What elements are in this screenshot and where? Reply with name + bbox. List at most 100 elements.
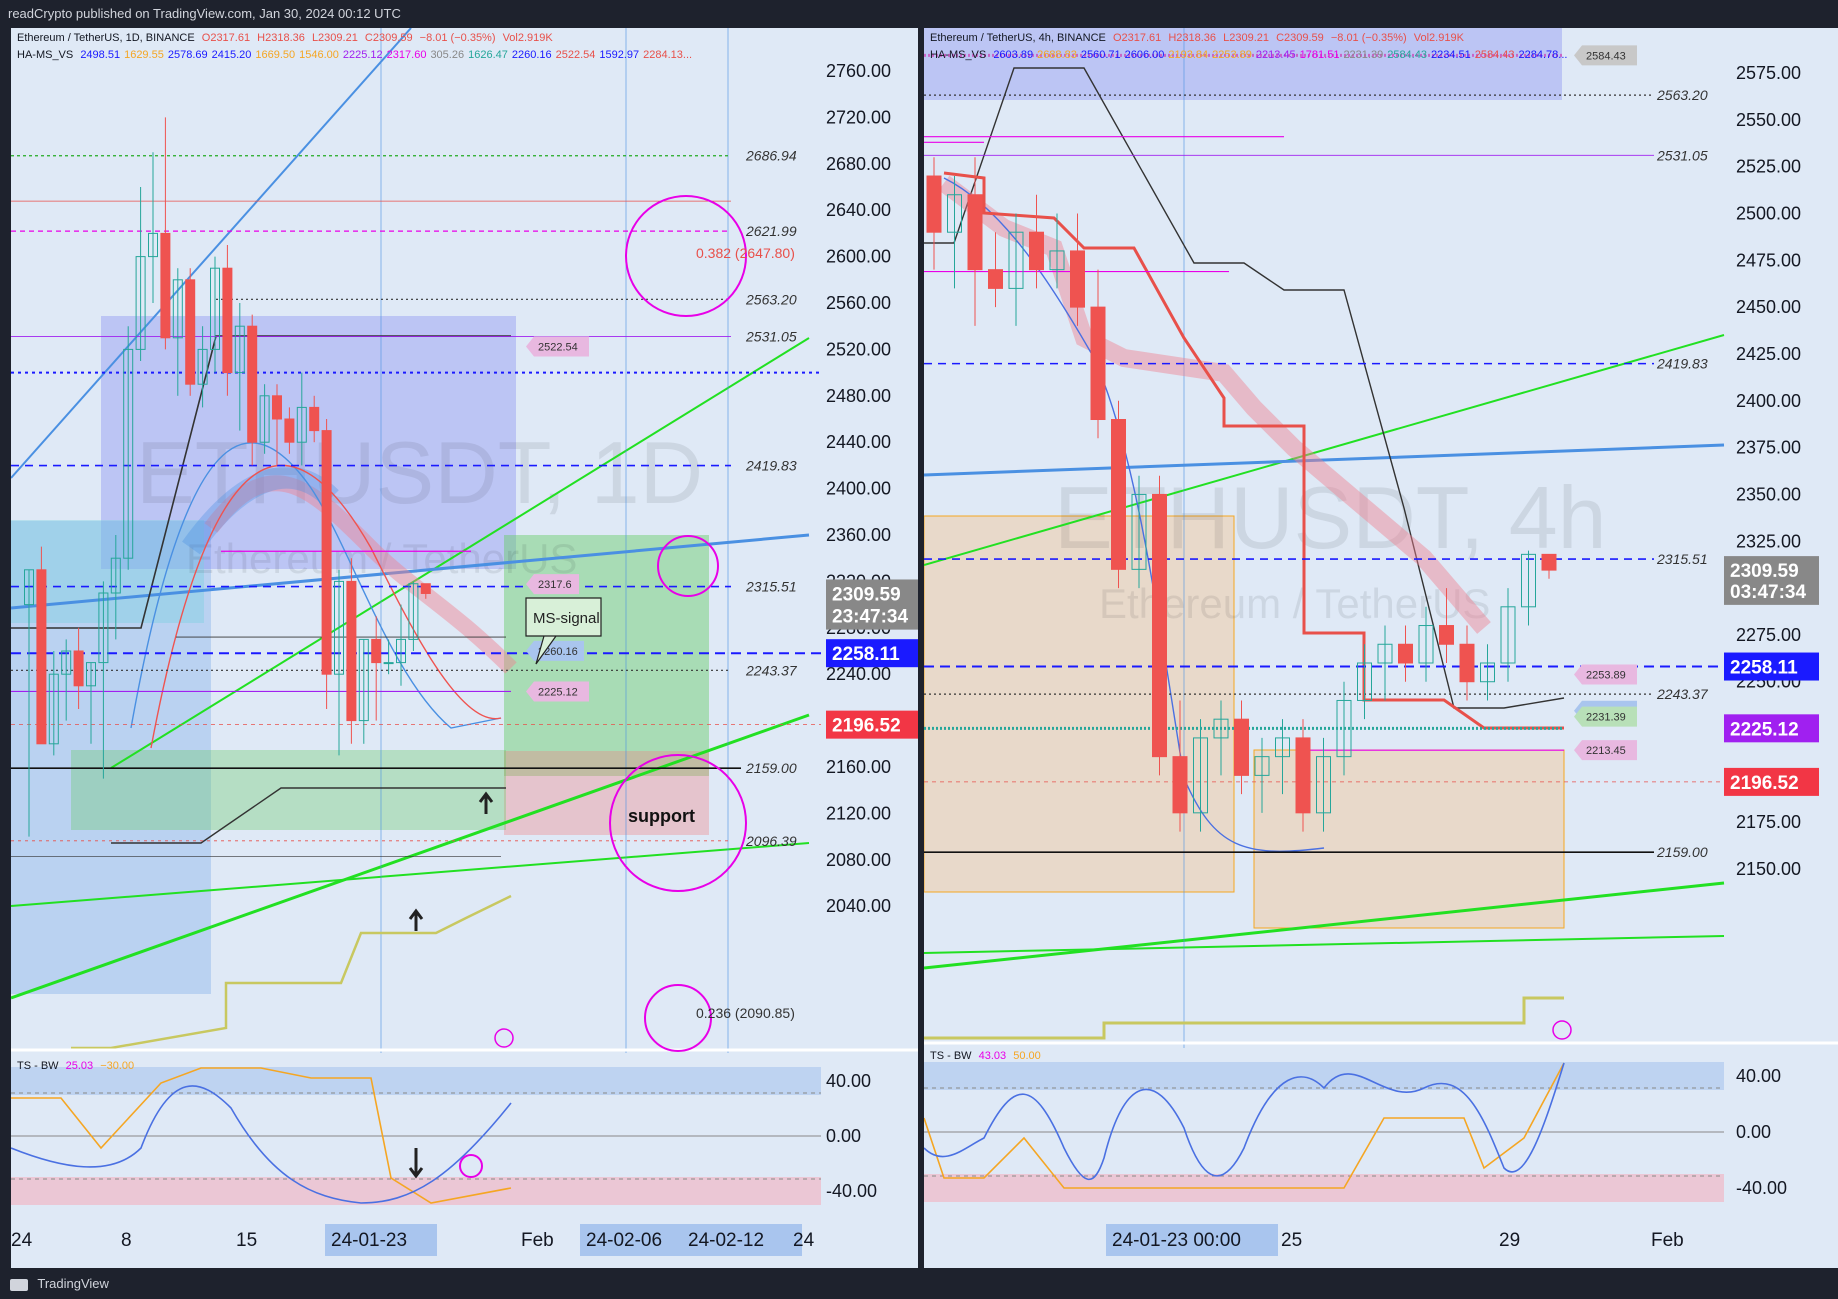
price-axis-label: 2325.00 — [1736, 531, 1801, 551]
candle-body — [148, 232, 158, 258]
price-axis-label: 2520.00 — [826, 339, 891, 359]
trend-line-green — [924, 935, 1725, 954]
legend-high: H2318.36 — [1168, 32, 1217, 44]
candle-body — [1316, 756, 1331, 814]
down-arrow-icon — [408, 1148, 424, 1179]
legend-volume: Vol2.919K — [502, 32, 553, 44]
indicator-value: 2606.00 — [1124, 49, 1165, 61]
legend-indicator-1d: HA-MS_VS 2498.51 1629.55 2578.69 2415.20 166… — [17, 49, 696, 61]
candle-body — [1521, 553, 1536, 608]
candle-body — [1377, 643, 1393, 664]
candle-body — [1172, 756, 1188, 814]
candle-body — [135, 256, 146, 350]
callout-box — [525, 597, 602, 665]
price-axis-label: 2440.00 — [826, 432, 891, 452]
highlight-circle — [644, 984, 712, 1052]
price-tag-text: 2225.12 — [1730, 719, 1799, 740]
price-tag — [1724, 652, 1819, 681]
price-axis-label: 2425.00 — [1736, 344, 1801, 364]
range-zone — [924, 28, 1562, 100]
trend-line-green — [924, 334, 1725, 566]
candle-body — [259, 395, 270, 443]
legend-symbol: Ethereum / TetherUS, 1D, BINANCE — [17, 32, 195, 44]
time-axis-label: 29 — [1499, 1230, 1520, 1251]
candle-body — [1500, 606, 1516, 664]
value-chip-text: 2584.43 — [1586, 50, 1626, 62]
level-label: 2419.83 — [745, 458, 797, 474]
candle-body — [408, 583, 419, 640]
fib-label: 0.382 (2647.80) — [696, 245, 795, 261]
lightning-icon — [494, 1028, 514, 1048]
candle-body — [98, 592, 109, 664]
osc-overbought-zone — [924, 1062, 1724, 1090]
chart-panel-1d[interactable]: ETHUSDT, 1D Ethereum / TetherUS 2040.00 208… — [11, 28, 918, 1268]
value-chip — [1574, 706, 1637, 727]
legend-symbol: Ethereum / TetherUS, 4h, BINANCE — [930, 32, 1106, 44]
indicator-name: HA-MS_VS — [17, 49, 74, 61]
indicator-value: 2284.78... — [1518, 49, 1568, 61]
indicator-value: 2603.89 — [993, 49, 1034, 61]
time-axis-label: 24-01-23 00:00 — [1112, 1230, 1241, 1251]
level-label: 2243.37 — [1656, 686, 1709, 702]
candle-body — [1418, 625, 1434, 664]
value-chip-text: 2260.16 — [538, 646, 578, 658]
trend-line-green — [110, 337, 810, 769]
candle-body — [73, 650, 84, 687]
candle-body — [1480, 662, 1495, 683]
candle-body — [222, 267, 233, 374]
candle-body — [1008, 231, 1024, 289]
highlight-circle — [657, 535, 719, 597]
price-axis-label: 2475.00 — [1736, 250, 1801, 270]
candle-body — [309, 406, 320, 432]
candle-body — [172, 279, 183, 339]
osc-value-1: 43.03 — [978, 1050, 1007, 1062]
time-axis-label: 24-02-12 — [688, 1230, 764, 1251]
legend-oscillator-1d: TS - BW 25.03 −30.00 — [17, 1060, 138, 1072]
candle-body — [1254, 756, 1270, 776]
price-tag-text: 03:47:34 — [1730, 582, 1806, 603]
time-axis-label: 24 — [793, 1230, 815, 1251]
price-axis-label: 2400.00 — [826, 479, 891, 499]
ms-line — [11, 335, 511, 629]
price-tag — [1724, 576, 1819, 605]
callout-text: MS-signal — [533, 610, 600, 627]
time-axis-label: 24-02-06 — [586, 1230, 662, 1251]
candle-body — [396, 638, 406, 664]
osc-axis-label: -40.00 — [1736, 1178, 1787, 1198]
footer-brand: TradingView — [37, 1276, 109, 1291]
candle-body — [185, 279, 196, 385]
candle-body — [197, 348, 208, 385]
range-zone — [101, 316, 516, 569]
candle-body — [123, 348, 134, 559]
legend-oscillator-4h: TS - BW 43.03 50.00 — [930, 1050, 1045, 1062]
level-label: 2159.00 — [745, 760, 797, 776]
candle-body — [1234, 718, 1249, 776]
candle-body — [383, 662, 394, 665]
publisher-bar: readCrypto published on TradingView.com,… — [0, 0, 1838, 28]
indicator-value: 2578.69 — [167, 49, 208, 61]
candle-body — [346, 580, 357, 722]
level-label: 2096.39 — [745, 833, 797, 849]
level-label: 2419.83 — [1656, 356, 1708, 372]
candle-body — [1029, 231, 1044, 271]
legend-main-4h: Ethereum / TetherUS, 4h, BINANCE O2317.6… — [930, 32, 1468, 44]
candle-body — [296, 406, 307, 443]
highlight-circle — [625, 195, 747, 317]
value-chip-text: 2253.89 — [1586, 669, 1626, 681]
value-chip — [526, 336, 589, 357]
value-chip — [1574, 664, 1637, 685]
up-arrow-icon — [478, 791, 494, 814]
candle-body — [284, 418, 295, 443]
price-tag — [826, 710, 918, 739]
candle-body — [1541, 553, 1557, 571]
candle-body — [1111, 419, 1126, 570]
ema-band — [182, 466, 339, 555]
chart-panel-4h[interactable]: ETHUSDT, 4h Ethereum / TetherUS 2150.00 217… — [924, 28, 1838, 1268]
indicator-value: 2498.51 — [80, 49, 121, 61]
level-label: 2159.00 — [1656, 844, 1708, 860]
legend-close: C2309.59 — [364, 32, 413, 44]
candle-body — [1459, 643, 1475, 683]
level-label: 2243.37 — [745, 662, 798, 678]
